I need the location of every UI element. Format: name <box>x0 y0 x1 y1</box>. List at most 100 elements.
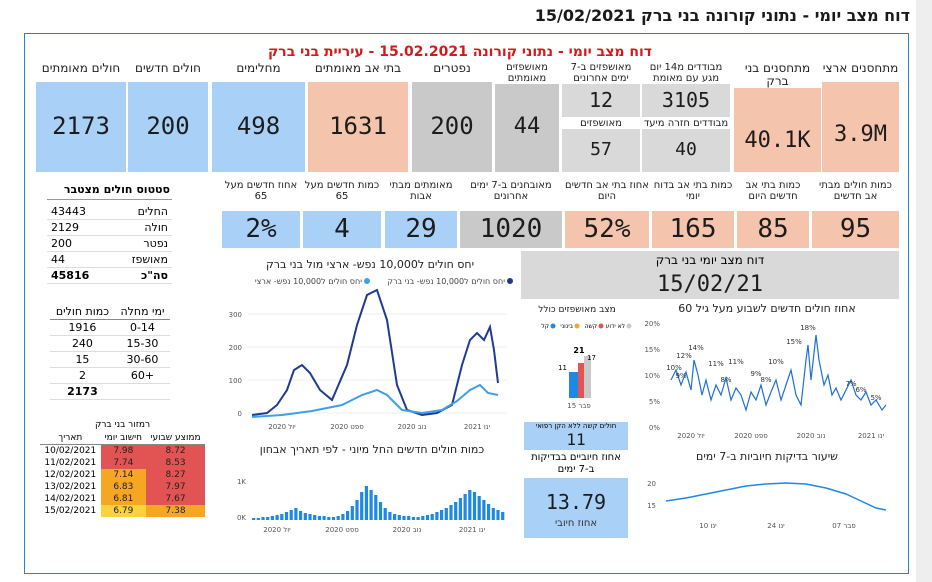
second-card-label-5: מאומתים מבתי אבות <box>389 180 453 202</box>
status-table: סטטוס חולים מצטבר 43443 החלים 2129 חולה 200 נ… <box>47 180 172 284</box>
over60-data-label: 5% <box>870 394 881 402</box>
report-date-card: דוח מצב יומי בני ברק 15/02/21 <box>521 251 899 299</box>
second-card-label-1: כמות בתי אב חדשים היום <box>745 180 801 202</box>
top-card-7: נפטרים 200 <box>412 62 492 172</box>
status-total-row: 45816 סה"כ <box>47 267 172 284</box>
positive-line <box>665 482 887 511</box>
over60-ytick: 10% <box>644 372 660 380</box>
age-count: 2 <box>50 367 115 384</box>
top-card-label-11: חולים מאומתים <box>36 62 126 82</box>
hosp-xlabel: פבר 15 <box>567 402 591 410</box>
daily-bar <box>496 510 500 520</box>
hosp-legend-unknown: לא ידוע <box>606 323 625 330</box>
top-card-value-11: 2173 <box>52 112 110 140</box>
top-card-value-5: 57 <box>590 139 612 160</box>
top-card-label-8: בתי אב מאומתים <box>308 62 408 82</box>
pos-ytick-20: 20 <box>647 480 656 488</box>
traffic-date: 11/02/2021 <box>44 458 97 468</box>
top-card-5: מאושפזים 57 <box>562 118 640 172</box>
over60-data-label: 11% <box>708 360 724 368</box>
daily-bar <box>411 517 415 520</box>
top-card-value-1: 40.1K <box>744 128 811 153</box>
over60-data-label: 10% <box>768 358 784 366</box>
ytick-0k: 0K <box>237 514 246 522</box>
status-label: נפטר <box>110 235 172 252</box>
daily-bar <box>313 515 317 520</box>
top-card-value-0: 3.9M <box>834 122 887 147</box>
daily-bar <box>487 504 491 520</box>
age-range: 30-60 <box>114 351 170 368</box>
daily-bar <box>421 516 425 520</box>
traffic-date: 13/02/2021 <box>44 482 97 492</box>
age-row: 2 60+ <box>50 367 170 384</box>
over60-title: אחוז חולים חדשים לשבוע מעל גיל 60 <box>678 302 855 315</box>
traffic-header[interactable]: חישוב יומי <box>100 432 147 445</box>
legend-national: יחס חולים ל10,000 נפש- ארצי <box>255 277 362 286</box>
daily-bar <box>458 498 462 520</box>
dashboard-title: דוח מצב יומי - נתוני קורונה 15.02.2021 -… <box>267 44 653 60</box>
over60-data-label: 9% <box>675 372 686 380</box>
daily-bar <box>303 513 307 520</box>
age-header[interactable]: כמות חולים <box>50 304 115 320</box>
pos-ytick-15: 15 <box>647 502 656 510</box>
status-row: 43443 החלים <box>47 204 172 220</box>
top-card-label-2: מבודדים מ14 יום מגע עם מאומת <box>642 62 730 84</box>
traffic-daily: 6.81 <box>100 493 147 505</box>
traffic-row: 11/02/2021 7.74 8.53 <box>40 457 205 469</box>
daily-bar <box>407 516 411 520</box>
top-card-8: בתי אב מאומתים 1631 <box>308 62 408 172</box>
daily-xtick: ינו 2021 <box>459 526 486 534</box>
positive-pct-card: 13.79 אחוז חיובי <box>524 478 628 538</box>
traffic-date: 15/02/2021 <box>44 506 97 516</box>
daily-bar <box>308 514 312 520</box>
traffic-date: 12/02/2021 <box>44 470 97 480</box>
status-value: 43443 <box>47 204 111 220</box>
over60-data-label: 15% <box>786 338 802 346</box>
top-card-6: מאושפזים מאומתים 44 <box>495 62 559 172</box>
top-card-label-9: מחלימים <box>212 62 305 82</box>
daily-bar <box>449 505 453 520</box>
hosp-chart-title: מצב מאושפזים כולל <box>538 305 616 315</box>
daily-bar <box>454 502 458 520</box>
age-row: 240 15-30 <box>50 335 170 352</box>
daily-bar <box>393 514 397 520</box>
second-card-value-1: 85 <box>737 211 809 248</box>
age-total-row: 2173 <box>50 383 170 400</box>
daily-bar <box>430 514 434 520</box>
daily-bar <box>252 518 256 520</box>
traffic-weekly: 8.72 <box>146 444 205 457</box>
over60-data-label: 18% <box>800 324 816 332</box>
age-range: 60+ <box>114 367 170 384</box>
top-card-label-0: מתחסנים ארצי <box>822 62 899 82</box>
traffic-row: 15/02/2021 6.79 7.38 <box>40 505 205 517</box>
traffic-header[interactable]: ממוצע שבועי <box>146 432 205 445</box>
age-row: 1916 0-14 <box>50 319 170 336</box>
traffic-table-title: רמזור בני ברק <box>94 420 151 430</box>
daily-bar <box>331 517 336 520</box>
traffic-daily: 7.98 <box>100 444 147 457</box>
traffic-header[interactable]: תאריך <box>40 432 101 445</box>
traffic-weekly: 7.67 <box>146 493 205 505</box>
second-card-2: כמות בתי אב בדוח יומי 165 <box>652 177 734 250</box>
daily-bar <box>463 494 467 520</box>
legend-dot-national <box>364 278 370 284</box>
daily-bar <box>261 517 265 520</box>
age-header[interactable]: ימי מחלה <box>114 304 170 320</box>
series-national-line <box>251 383 499 418</box>
over60-data-label: 10% <box>666 364 682 372</box>
top-card-value-8: 1631 <box>329 112 387 140</box>
second-card-3: אחוז בתי אב חדשים היום 52% <box>565 177 649 250</box>
pos-xtick-1: ינו 24 <box>767 522 785 530</box>
over60-ytick: 0% <box>649 424 660 432</box>
status-row: 200 נפטר <box>47 235 172 252</box>
top-card-0: מתחסנים ארצי 3.9M <box>822 62 899 172</box>
hosp-legend-mild: קל <box>541 323 549 330</box>
daily-bar <box>360 492 364 520</box>
daily-new-title: כמות חולים חדשים החל מיוני - לפי תאריך א… <box>260 443 485 456</box>
daily-bar <box>275 515 279 520</box>
daily-bar <box>435 512 439 520</box>
report-date-label: דוח מצב יומי בני ברק <box>655 253 765 267</box>
age-count: 240 <box>50 335 115 352</box>
scrollbar[interactable] <box>916 0 932 582</box>
traffic-daily: 7.74 <box>100 457 147 469</box>
